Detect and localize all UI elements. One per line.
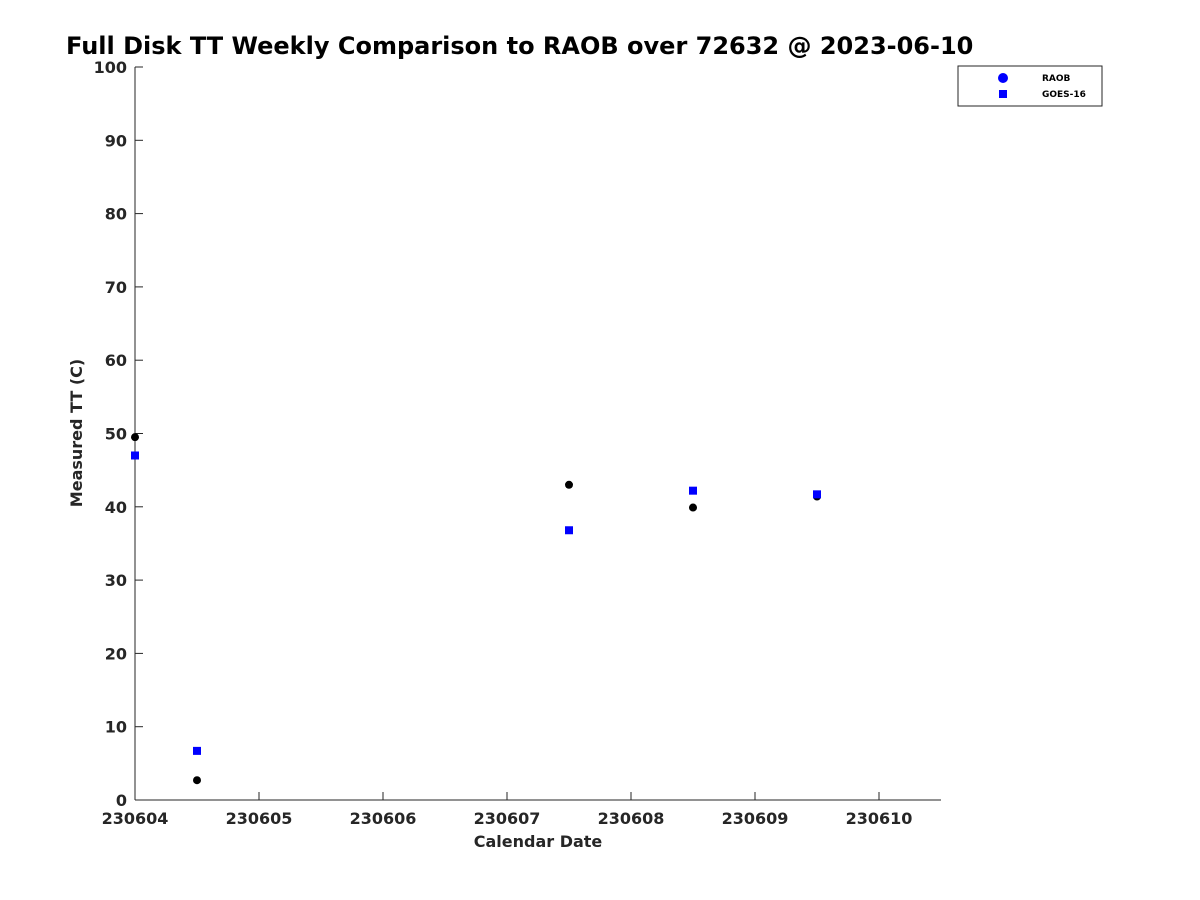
y-tick-label: 50 (105, 425, 127, 444)
raob-point (131, 433, 139, 442)
y-tick-label: 80 (105, 205, 127, 224)
y-tick-label: 70 (105, 278, 127, 297)
raob-point (689, 503, 697, 512)
x-tick-label: 230607 (474, 809, 541, 828)
series-goes16 (131, 451, 821, 755)
y-tick-label: 90 (105, 131, 127, 150)
y-tick-label: 10 (105, 718, 127, 737)
goes16-point (193, 746, 201, 755)
x-tick-label: 230604 (102, 809, 169, 828)
y-tick-label: 30 (105, 571, 127, 590)
y-tick-label: 0 (116, 791, 127, 810)
goes16-point (689, 486, 697, 495)
x-axis-label: Calendar Date (474, 832, 603, 851)
x-ticks: 230604 230605 230606 230607 230608 230609 2306… (102, 792, 913, 828)
x-tick-label: 230610 (846, 809, 913, 828)
goes16-point (131, 451, 139, 460)
legend: RAOB GOES-16 (957, 65, 1103, 107)
legend-goes16-marker-icon (999, 90, 1007, 98)
y-tick-label: 60 (105, 351, 127, 370)
x-tick-label: 230609 (722, 809, 789, 828)
legend-raob-label: RAOB (1042, 74, 1071, 84)
x-tick-label: 230608 (598, 809, 665, 828)
goes16-point (565, 526, 573, 535)
chart-title: Full Disk TT Weekly Comparison to RAOB o… (66, 32, 973, 60)
y-tick-label: 40 (105, 498, 127, 517)
y-axis-label: Measured TT (C) (67, 359, 86, 507)
legend-raob-marker-icon (998, 73, 1008, 83)
legend-goes16-label: GOES-16 (1042, 90, 1086, 100)
legend-box (957, 65, 1103, 107)
y-tick-label: 100 (94, 58, 127, 77)
y-ticks: 0 10 20 30 40 50 60 70 80 90 100 (94, 58, 143, 810)
goes16-point (813, 490, 821, 499)
y-tick-label: 20 (105, 644, 127, 663)
x-tick-label: 230606 (350, 809, 417, 828)
x-tick-label: 230605 (226, 809, 293, 828)
raob-point (565, 480, 573, 489)
raob-point (193, 776, 201, 785)
